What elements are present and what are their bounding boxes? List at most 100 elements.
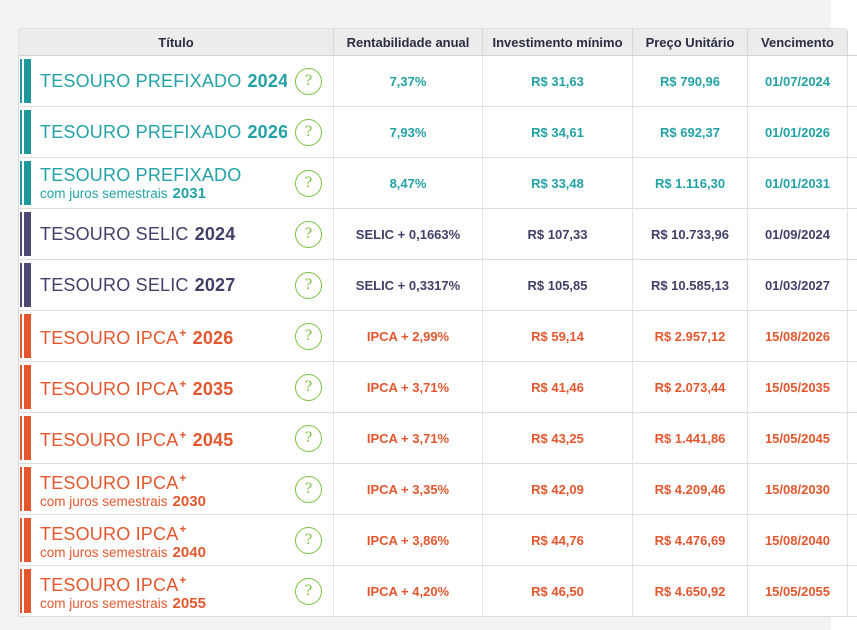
annual-rate: IPCA + 3,86% [334,515,483,566]
help-icon[interactable]: ? [295,169,322,197]
series-color-bar [20,518,31,562]
help-icon[interactable]: ? [295,475,322,503]
extra-cell [848,515,857,566]
help-icon[interactable]: ? [295,577,322,605]
maturity-date: 15/05/2035 [748,362,848,413]
bond-year: 2026 [247,121,287,142]
column-header-extra [848,28,857,56]
unit-price: R$ 10.585,13 [633,260,748,311]
table-row: TESOURO IPCA+ com juros semestrais 2040 ?… [18,515,857,566]
min-investment: R$ 46,50 [483,566,633,617]
series-color-bar [20,59,31,103]
min-investment: R$ 34,61 [483,107,633,158]
bond-subtitle: com juros semestrais [40,596,168,611]
column-header-investimento-minimo: Investimento mínimo [483,28,633,56]
series-color-bar [20,110,31,154]
extra-cell [848,158,857,209]
min-investment: R$ 41,46 [483,362,633,413]
extra-cell [848,566,857,617]
series-color-bar [20,416,31,460]
bond-title[interactable]: TESOURO IPCA+ com juros semestrais 2040 [40,519,287,561]
table-row: TESOURO IPCA+ 2045 ? IPCA + 3,71% R$ 43,2… [18,413,857,464]
bond-name: TESOURO PREFIXADO [40,70,242,91]
maturity-date: 15/08/2030 [748,464,848,515]
bond-subtitle: com juros semestrais [40,545,168,560]
bond-name: TESOURO IPCA [40,379,179,399]
annual-rate: IPCA + 3,71% [334,362,483,413]
min-investment: R$ 42,09 [483,464,633,515]
bond-name: TESOURO IPCA [40,328,179,348]
bond-title[interactable]: TESOURO SELIC 2024 [40,224,287,245]
superscript-plus: + [179,326,187,340]
bond-name: TESOURO IPCA [40,524,179,544]
bond-title[interactable]: TESOURO IPCA+ 2026 [40,323,287,349]
series-color-bar [20,569,31,613]
help-icon[interactable]: ? [295,424,322,452]
bond-year: 2030 [172,493,206,510]
bond-title[interactable]: TESOURO IPCA+ com juros semestrais 2055 [40,570,287,612]
series-color-bar [20,365,31,409]
superscript-plus: + [179,573,187,587]
bond-title[interactable]: TESOURO IPCA+ com juros semestrais 2030 [40,468,287,510]
help-icon[interactable]: ? [295,67,322,95]
unit-price: R$ 1.116,30 [633,158,748,209]
superscript-plus: + [179,428,187,442]
table-row: TESOURO PREFIXADO 2026 ? 7,93% R$ 34,61 R… [18,107,857,158]
unit-price: R$ 692,37 [633,107,748,158]
table-row: TESOURO IPCA+ 2026 ? IPCA + 2,99% R$ 59,1… [18,311,857,362]
series-color-bar [20,212,31,256]
maturity-date: 01/01/2031 [748,158,848,209]
bond-year: 2035 [192,379,234,399]
bond-title[interactable]: TESOURO PREFIXADO 2026 [40,122,287,143]
help-icon[interactable]: ? [295,118,322,146]
series-color-bar [20,263,31,307]
bond-year: 2031 [172,184,206,202]
series-color-bar [20,467,31,511]
annual-rate: 8,47% [334,158,483,209]
bond-title[interactable]: TESOURO PREFIXADO com juros semestrais 20… [40,165,287,202]
min-investment: R$ 107,33 [483,209,633,260]
min-investment: R$ 33,48 [483,158,633,209]
maturity-date: 01/03/2027 [748,260,848,311]
maturity-date: 15/08/2040 [748,515,848,566]
bond-title[interactable]: TESOURO IPCA+ 2045 [40,425,287,451]
extra-cell [848,413,857,464]
help-icon[interactable]: ? [295,322,322,350]
extra-cell [848,209,857,260]
column-header-vencimento: Vencimento [748,28,848,56]
maturity-date: 01/07/2024 [748,56,848,107]
annual-rate: IPCA + 4,20% [334,566,483,617]
unit-price: R$ 4.476,69 [633,515,748,566]
annual-rate: IPCA + 2,99% [334,311,483,362]
column-header-preco-unitario: Preço Unitário [633,28,748,56]
bond-title[interactable]: TESOURO SELIC 2027 [40,275,287,296]
unit-price: R$ 1.441,86 [633,413,748,464]
unit-price: R$ 10.733,96 [633,209,748,260]
table-row: TESOURO SELIC 2027 ? SELIC + 0,3317% R$ 1… [18,260,857,311]
unit-price: R$ 2.957,12 [633,311,748,362]
superscript-plus: + [179,522,187,536]
maturity-date: 01/09/2024 [748,209,848,260]
bond-subtitle: com juros semestrais [40,494,168,509]
extra-cell [848,362,857,413]
table-header-row: Título Rentabilidade anual Investimento … [18,28,857,56]
maturity-date: 15/05/2055 [748,566,848,617]
extra-cell [848,260,857,311]
bond-title[interactable]: TESOURO PREFIXADO 2024 [40,71,287,92]
help-icon[interactable]: ? [295,373,322,401]
column-header-titulo: Título [18,28,334,56]
table-row: TESOURO IPCA+ 2035 ? IPCA + 3,71% R$ 41,4… [18,362,857,413]
bond-year: 2024 [247,70,287,91]
extra-cell [848,56,857,107]
help-icon[interactable]: ? [295,526,322,554]
table-row: TESOURO PREFIXADO 2024 ? 7,37% R$ 31,63 R… [18,56,857,107]
bond-name: TESOURO SELIC [40,274,189,295]
annual-rate: IPCA + 3,71% [334,413,483,464]
help-icon[interactable]: ? [295,271,322,299]
bond-title[interactable]: TESOURO IPCA+ 2035 [40,374,287,400]
bond-name: TESOURO IPCA [40,473,179,493]
unit-price: R$ 4.209,46 [633,464,748,515]
bond-name: TESOURO PREFIXADO [40,121,242,142]
help-icon[interactable]: ? [295,220,322,248]
annual-rate: SELIC + 0,1663% [334,209,483,260]
